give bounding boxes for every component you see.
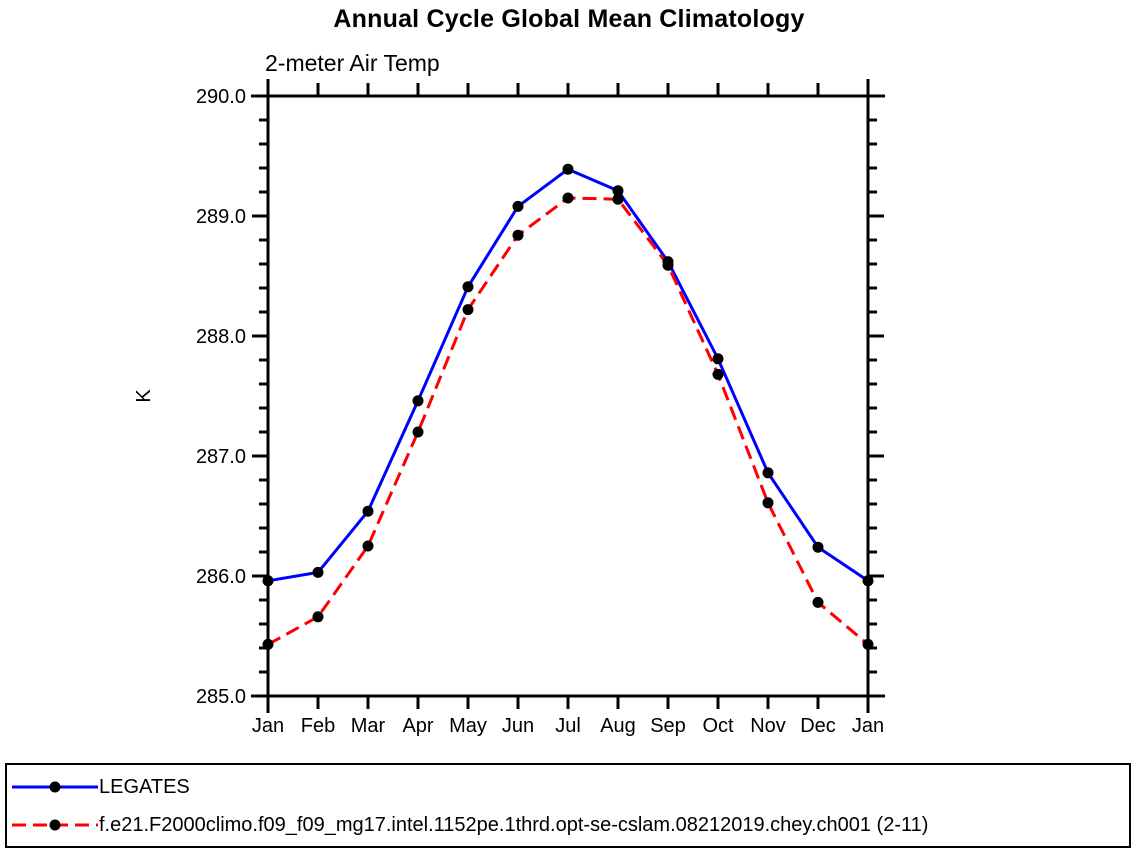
data-point-marker (562, 163, 574, 175)
x-tick-label: Apr (402, 715, 433, 737)
data-point-marker (512, 229, 524, 241)
data-point-marker (762, 467, 774, 479)
x-tick-label: Aug (600, 715, 636, 737)
series-line-model (267, 196, 869, 646)
legend-solid-line-icon (12, 781, 98, 792)
x-tick-label: May (449, 715, 487, 737)
x-tick-label: Sep (650, 715, 686, 737)
x-tick-label: Feb (301, 715, 335, 737)
y-tick-label: 289.0 (196, 206, 246, 228)
data-point-marker (662, 259, 674, 271)
legend-label-model: f.e21.F2000climo.f09_f09_mg17.intel.1152… (99, 813, 929, 836)
data-point-marker (712, 353, 724, 365)
data-point-marker (462, 281, 474, 293)
data-point-marker (362, 505, 374, 517)
y-tick-label: 287.0 (196, 446, 246, 468)
data-point-marker (562, 192, 574, 204)
y-tick-label: 290.0 (196, 86, 246, 108)
legend-label-legates: LEGATES (99, 775, 190, 798)
data-point-marker (312, 611, 324, 623)
x-tick-label: Dec (800, 715, 836, 737)
chart-svg: 285.0 286.0 287.0 288.0 289.0 290.0 Jan Feb Mar A… (133, 79, 885, 737)
x-tick-label: Mar (351, 715, 386, 737)
data-point-marker (762, 497, 774, 509)
legend-item-legates: LEGATES (11, 768, 1129, 806)
data-point-marker (712, 368, 724, 380)
plot-frame (266, 94, 870, 698)
data-point-marker (462, 304, 474, 316)
y-axis-title: K (133, 389, 155, 403)
legend-dashed-line-icon (12, 819, 98, 830)
x-tick-label: Jul (555, 715, 581, 737)
data-point-marker (312, 566, 324, 578)
legend-item-model: f.e21.F2000climo.f09_f09_mg17.intel.1152… (11, 806, 1129, 844)
x-tick-label: Jun (502, 715, 534, 737)
data-point-marker (862, 638, 874, 650)
data-point-marker (812, 541, 824, 553)
legend-box: LEGATES f.e21.F2000climo.f09_f09_mg17.in… (5, 763, 1131, 848)
series-line-legates (267, 167, 869, 583)
data-point-marker (812, 596, 824, 608)
data-point-marker (512, 200, 524, 212)
data-point-marker (612, 193, 624, 205)
x-tick-label: Nov (750, 715, 786, 737)
y-tick-label: 286.0 (196, 566, 246, 588)
y-tick-label: 285.0 (196, 686, 246, 708)
data-point-marker (262, 638, 274, 650)
data-point-marker (362, 540, 374, 552)
chart-title: Annual Cycle Global Mean Climatology (333, 5, 805, 33)
data-point-marker (262, 575, 274, 587)
data-point-marker (412, 426, 424, 438)
legend-sample-marker (49, 819, 61, 830)
data-point-marker (412, 395, 424, 407)
y-tick-label: 288.0 (196, 326, 246, 348)
legend-sample-marker (49, 781, 61, 792)
x-tick-label: Jan (852, 715, 884, 737)
x-tick-label: Oct (702, 715, 734, 737)
data-point-marker (612, 185, 624, 197)
chart-subtitle: 2-meter Air Temp (265, 50, 440, 76)
x-tick-label: Jan (252, 715, 284, 737)
data-point-marker (862, 575, 874, 587)
